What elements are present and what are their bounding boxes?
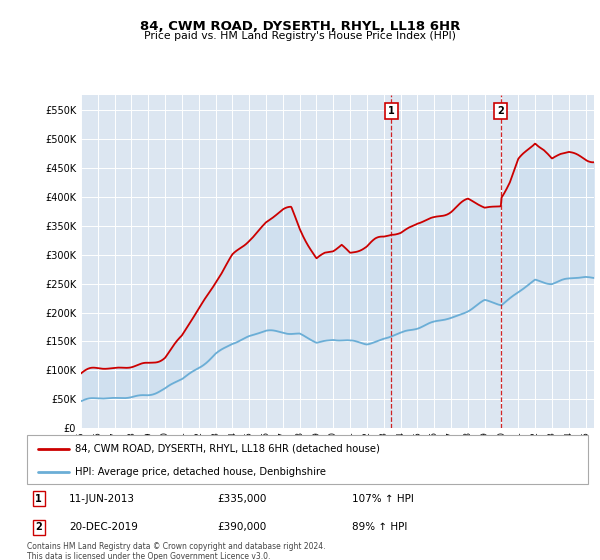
Text: 11-JUN-2013: 11-JUN-2013 (69, 493, 135, 503)
Text: 84, CWM ROAD, DYSERTH, RHYL, LL18 6HR: 84, CWM ROAD, DYSERTH, RHYL, LL18 6HR (140, 20, 460, 33)
Text: 107% ↑ HPI: 107% ↑ HPI (352, 493, 414, 503)
Text: 2: 2 (35, 522, 42, 533)
Text: £390,000: £390,000 (218, 522, 267, 533)
Text: Contains HM Land Registry data © Crown copyright and database right 2024.
This d: Contains HM Land Registry data © Crown c… (27, 542, 325, 560)
Text: 2: 2 (497, 106, 504, 116)
Text: £335,000: £335,000 (218, 493, 267, 503)
Text: 84, CWM ROAD, DYSERTH, RHYL, LL18 6HR (detached house): 84, CWM ROAD, DYSERTH, RHYL, LL18 6HR (d… (74, 444, 380, 454)
FancyBboxPatch shape (27, 435, 588, 484)
Text: 1: 1 (388, 106, 395, 116)
Text: 89% ↑ HPI: 89% ↑ HPI (352, 522, 408, 533)
Text: Price paid vs. HM Land Registry's House Price Index (HPI): Price paid vs. HM Land Registry's House … (144, 31, 456, 41)
Text: 20-DEC-2019: 20-DEC-2019 (69, 522, 138, 533)
Text: HPI: Average price, detached house, Denbighshire: HPI: Average price, detached house, Denb… (74, 467, 326, 477)
Text: 1: 1 (35, 493, 42, 503)
